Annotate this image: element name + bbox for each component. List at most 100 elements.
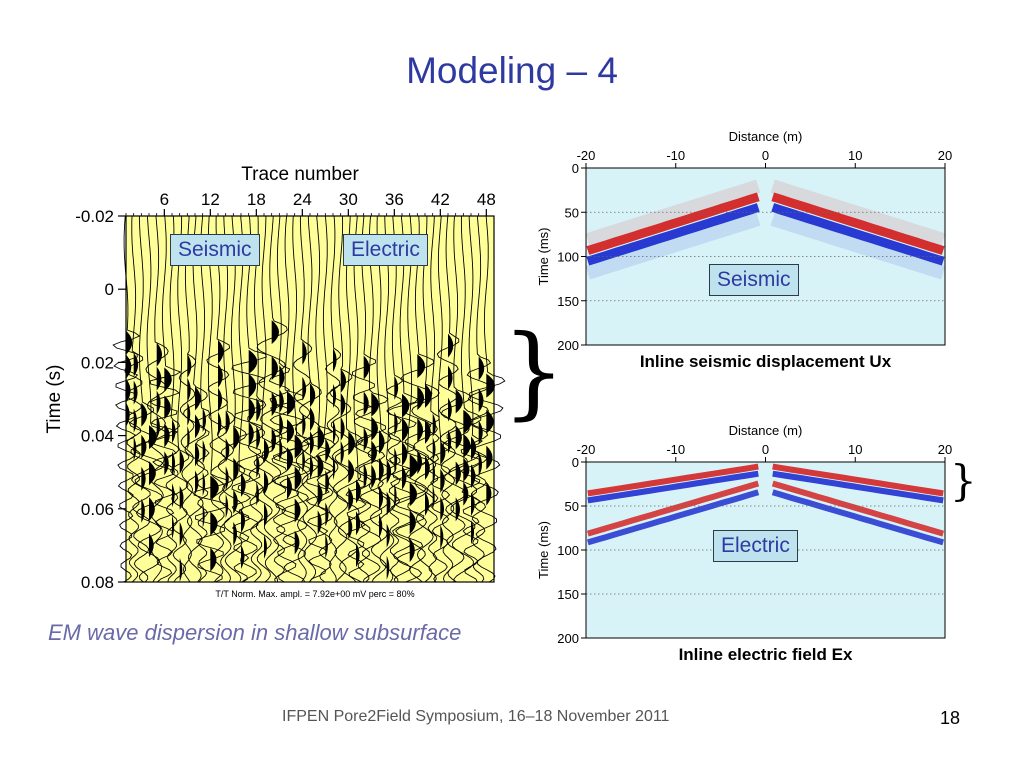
trace-fill: [463, 457, 470, 482]
trace-fill: [348, 515, 353, 540]
trace-fill: [156, 342, 163, 367]
y-axis-label: Time (ms): [536, 521, 551, 579]
blue-wavefront: [772, 470, 944, 504]
trace-fill: [340, 416, 345, 441]
trace-fill: [248, 349, 258, 374]
trace-fill: [463, 433, 471, 458]
trace-line: [429, 215, 453, 583]
trace-fill: [225, 494, 229, 519]
trace-fill: [448, 429, 452, 454]
trace-fill: [279, 389, 284, 414]
trace-fill: [448, 397, 452, 422]
trace-fill: [141, 434, 147, 459]
trace-line: [446, 215, 482, 582]
trace-fill: [294, 530, 300, 555]
trace-line: [377, 215, 397, 583]
red-wavefront: [771, 192, 945, 255]
trace-fill: [386, 523, 390, 548]
trace-fill: [394, 447, 398, 472]
trace-fill: [325, 438, 330, 463]
trace-fill: [264, 502, 268, 527]
trace-fill: [448, 365, 453, 390]
trace-fill: [248, 421, 254, 446]
trace-fill: [233, 521, 237, 546]
trace-fill: [386, 555, 390, 580]
trace-fill: [195, 386, 201, 411]
trace-fill: [478, 356, 485, 381]
y-tick-label: 0.02: [81, 353, 114, 372]
trace-fill: [409, 454, 419, 479]
trace-fill: [141, 402, 148, 427]
trace-fill: [210, 475, 219, 500]
trace-fill: [486, 409, 494, 434]
trace-fill: [310, 455, 314, 480]
trace-line: [293, 215, 313, 583]
x-tick-label: -20: [577, 148, 596, 163]
trace-line: [325, 215, 342, 583]
trace-fill: [356, 543, 360, 568]
trace-fill: [402, 465, 407, 490]
trace-line: [466, 215, 492, 583]
trace-line: [193, 215, 228, 583]
x-tick-label: 18: [247, 190, 266, 209]
x-tick-label: 42: [431, 190, 450, 209]
y-axis-label: Time (s): [44, 365, 65, 434]
trace-fill: [264, 470, 269, 495]
trace-fill: [287, 419, 295, 444]
trace-line: [354, 215, 389, 583]
blue-wavefront: [586, 203, 760, 266]
trace-fill: [340, 392, 346, 417]
trace-fill: [149, 461, 156, 486]
trace-fill: [310, 383, 316, 408]
trace-fill: [218, 387, 223, 412]
trace-fill: [340, 440, 344, 465]
trace-fill: [486, 481, 492, 506]
trace-fill: [463, 409, 472, 434]
trace-fill: [172, 419, 176, 444]
x-tick-label: 0: [762, 148, 769, 163]
red-wavefront: [586, 192, 760, 255]
zero-offset-gap: [763, 168, 768, 213]
electric-tag-left: Electric: [343, 234, 428, 266]
y-tick-label: 0: [572, 161, 579, 176]
red-wavefront: [771, 480, 945, 537]
trace-fill: [440, 496, 445, 521]
trace-line: [329, 215, 353, 583]
trace-fill: [133, 408, 137, 433]
x-tick-label: -20: [577, 442, 596, 457]
trace-fill: [302, 340, 307, 365]
x-tick-label: 6: [160, 190, 169, 209]
trace-fill: [133, 436, 137, 461]
trace-fill: [425, 491, 429, 516]
trace-fill: [294, 434, 303, 459]
x-axis-label: Distance (m): [729, 129, 803, 144]
trace-line: [411, 215, 440, 583]
trace-fill: [202, 440, 206, 464]
trace-fill: [402, 417, 409, 442]
trace-fill: [417, 354, 426, 379]
trace-fill: [432, 413, 436, 438]
trace-fill: [179, 521, 183, 546]
x-tick-label: 10: [848, 442, 862, 457]
trace-fill: [195, 414, 200, 439]
brace-left: }: [502, 313, 566, 430]
x-axis-label: Trace number: [241, 164, 359, 185]
trace-line: [231, 215, 267, 583]
trace-line: [216, 215, 235, 583]
trace-fill: [187, 377, 191, 402]
x-tick-label: 12: [201, 190, 220, 209]
trace-fill: [172, 451, 176, 476]
seismic-tag-left: Seismic: [170, 234, 260, 266]
trace-fill: [448, 333, 454, 358]
panel-title: Inline seismic displacement Ux: [640, 352, 892, 371]
trace-fill: [363, 391, 369, 416]
trace-fill: [471, 492, 475, 517]
x-tick-label: 10: [848, 148, 862, 163]
trace-fill: [333, 456, 336, 480]
faint-wavefront: [585, 212, 761, 280]
panel-frame: [585, 461, 946, 639]
trace-fill: [271, 320, 280, 345]
trace-fill: [379, 430, 385, 454]
trace-fill: [256, 481, 259, 506]
trace-fill: [225, 438, 230, 463]
